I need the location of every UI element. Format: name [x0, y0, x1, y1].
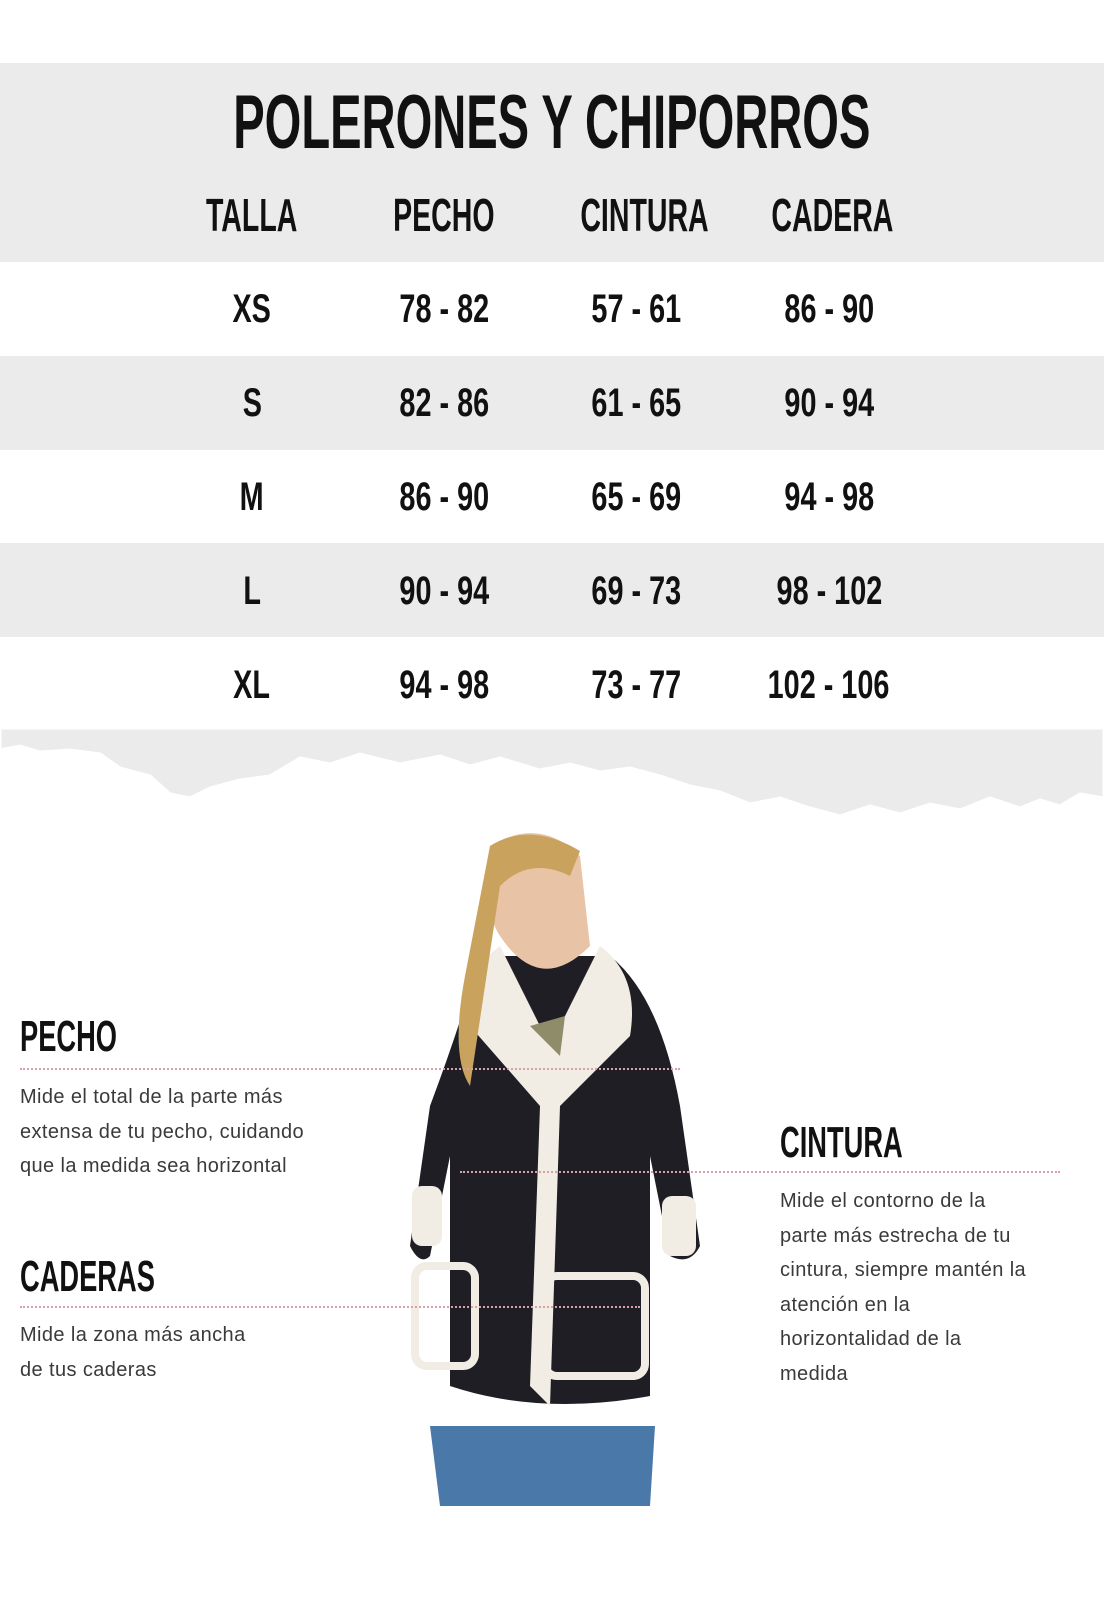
- row-s-band: [0, 356, 1104, 450]
- cell-cintura: 61 - 65: [591, 381, 681, 425]
- caderas-description: Mide la zona más ancha de tus caderas: [20, 1318, 246, 1387]
- cell-talla: XL: [233, 663, 271, 707]
- caderas-divider: [20, 1306, 640, 1308]
- cell-talla: M: [239, 475, 264, 519]
- cell-cadera: 86 - 90: [784, 287, 874, 331]
- cell-cadera: 98 - 102: [776, 569, 882, 613]
- cell-cintura: 73 - 77: [591, 663, 681, 707]
- page-title: POLERONES Y CHIPORROS: [233, 80, 871, 165]
- header-pecho: PECHO: [393, 189, 495, 241]
- caderas-title: CADERAS: [20, 1252, 155, 1301]
- desc-line: atención en la: [780, 1293, 911, 1316]
- desc-line: cintura, siempre mantén la: [780, 1259, 1027, 1281]
- row-l-band: [0, 543, 1104, 637]
- cintura-title: CINTURA: [780, 1118, 903, 1167]
- desc-line: medida: [780, 1362, 848, 1385]
- model-photo: [410, 833, 700, 1506]
- cell-cintura: 69 - 73: [591, 569, 681, 613]
- pecho-title: PECHO: [20, 1012, 118, 1061]
- desc-line: horizontalidad de la: [780, 1328, 962, 1350]
- desc-line: Mide la zona más ancha: [20, 1324, 246, 1346]
- desc-line: extensa de tu pecho, cuidando: [20, 1120, 305, 1143]
- pecho-description: Mide el total de la parte más extensa de…: [20, 1080, 304, 1184]
- torn-paper-edge: [0, 728, 1104, 818]
- cell-pecho: 78 - 82: [399, 287, 489, 331]
- cell-cintura: 57 - 61: [591, 287, 681, 331]
- header-band: [0, 63, 1104, 262]
- cell-pecho: 82 - 86: [399, 381, 489, 425]
- cell-cadera: 90 - 94: [784, 381, 874, 425]
- cell-talla: L: [243, 569, 261, 613]
- desc-line: que la medida sea horizontal: [20, 1155, 287, 1177]
- desc-line: parte más estrecha de tu: [780, 1224, 1011, 1247]
- desc-line: de tus caderas: [20, 1358, 157, 1381]
- cell-pecho: 90 - 94: [399, 569, 489, 613]
- pecho-divider: [20, 1068, 680, 1070]
- header-cadera: CADERA: [771, 189, 894, 241]
- header-talla: TALLA: [206, 189, 298, 241]
- cintura-description: Mide el contorno de la parte más estrech…: [780, 1184, 1026, 1391]
- cell-pecho: 86 - 90: [399, 475, 489, 519]
- cell-cadera: 102 - 106: [768, 663, 890, 707]
- cell-pecho: 94 - 98: [399, 663, 489, 707]
- desc-line: Mide el total de la parte más: [20, 1086, 283, 1108]
- header-cintura: CINTURA: [580, 189, 709, 241]
- cell-talla: XS: [232, 287, 272, 331]
- desc-line: Mide el contorno de la: [780, 1190, 986, 1212]
- cintura-divider: [460, 1171, 1060, 1173]
- cell-talla: S: [242, 381, 262, 425]
- cell-cintura: 65 - 69: [591, 475, 681, 519]
- cell-cadera: 94 - 98: [784, 475, 874, 519]
